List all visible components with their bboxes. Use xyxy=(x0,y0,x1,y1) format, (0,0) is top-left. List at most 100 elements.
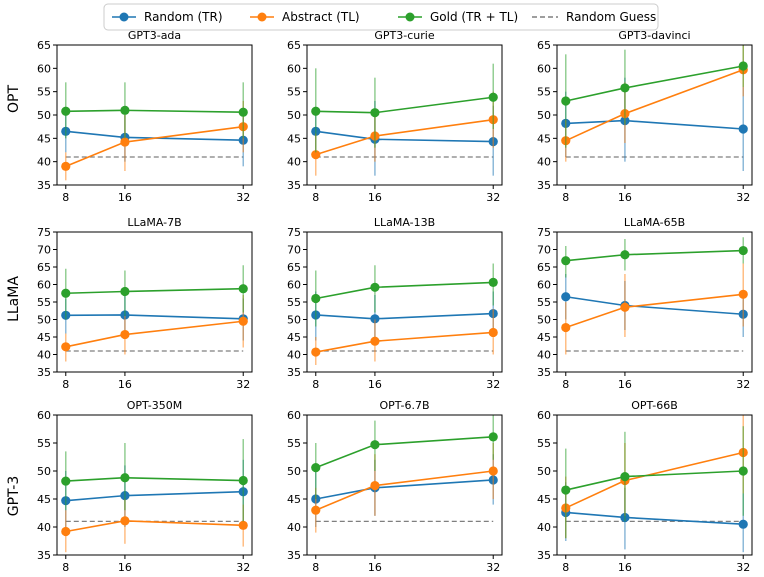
plot-frame xyxy=(556,44,753,186)
panel-title: LLaMA-65B xyxy=(624,216,685,229)
legend-label-random-guess: Random Guess xyxy=(566,10,656,24)
series-random-tr xyxy=(311,291,498,341)
data-point xyxy=(61,161,71,171)
y-tick-label: 70 xyxy=(287,244,301,257)
series-line xyxy=(315,312,494,320)
y-tick-label: 55 xyxy=(287,437,301,450)
series-random-tr xyxy=(61,295,248,341)
series-line xyxy=(65,490,244,502)
x-tick-label: 16 xyxy=(618,191,632,204)
data-point xyxy=(738,124,748,134)
y-tick-label: 40 xyxy=(37,521,51,534)
panel-opt-6-7b: OPT-6.7B 35 40 45 50 55 60 8 16 32 xyxy=(287,399,503,574)
x-tick-label: 16 xyxy=(368,561,382,574)
series-gold-tr-tl xyxy=(561,237,748,278)
y-tick-label: 75 xyxy=(287,226,301,239)
y-tick-label: 45 xyxy=(537,331,551,344)
legend-entry-abstract: Abstract (TL) xyxy=(250,10,360,24)
series-line xyxy=(65,314,244,320)
legend-entry-random-guess: Random Guess xyxy=(532,10,656,24)
series-abstract-tl xyxy=(61,295,248,362)
x-tick-label: 8 xyxy=(562,378,569,391)
series-abstract-tl xyxy=(61,101,248,181)
data-point xyxy=(561,96,571,106)
data-point xyxy=(488,466,498,476)
panels: GPT3-ada 35 40 45 50 55 60 65 8 16 32 GPT3-curie 35 4… xyxy=(37,29,753,574)
row-label-gpt3: GPT-3 xyxy=(6,476,22,517)
data-point xyxy=(238,520,248,530)
x-tick-label: 8 xyxy=(312,561,319,574)
data-point xyxy=(61,106,71,116)
series-abstract-tl xyxy=(561,45,748,162)
y-tick-label: 45 xyxy=(287,132,301,145)
y-tick-label: 45 xyxy=(37,493,51,506)
y-tick-label: 55 xyxy=(537,296,551,309)
y-tick-label: 55 xyxy=(537,437,551,450)
y-tick-label: 60 xyxy=(37,62,51,75)
series-abstract-tl xyxy=(311,443,498,533)
y-tick-label: 45 xyxy=(537,132,551,145)
data-point xyxy=(488,432,498,442)
series-line xyxy=(65,109,244,113)
y-tick-label: 50 xyxy=(537,314,551,327)
plot-frame xyxy=(306,414,503,556)
x-tick-label: 16 xyxy=(618,561,632,574)
series-random-tr xyxy=(61,459,248,527)
y-tick-label: 40 xyxy=(287,521,301,534)
y-tick-label: 60 xyxy=(287,409,301,422)
y-tick-label: 35 xyxy=(37,549,51,562)
y-tick-label: 55 xyxy=(37,86,51,99)
data-point xyxy=(370,282,380,292)
y-tick-label: 60 xyxy=(537,62,551,75)
y-tick-label: 75 xyxy=(537,226,551,239)
data-point xyxy=(311,347,321,357)
legend-label-abstract: Abstract (TL) xyxy=(282,10,360,24)
data-point xyxy=(120,473,130,483)
data-point xyxy=(738,466,748,476)
x-tick-label: 16 xyxy=(118,561,132,574)
series-line xyxy=(65,287,244,295)
series-random-tr xyxy=(561,482,748,553)
y-tick-label: 35 xyxy=(287,179,301,192)
panel-title: GPT3-curie xyxy=(374,29,434,42)
y-tick-label: 60 xyxy=(287,279,301,292)
y-tick-label: 50 xyxy=(287,314,301,327)
data-point xyxy=(311,106,321,116)
series-line xyxy=(565,451,744,509)
series-line xyxy=(315,130,494,143)
panel-title: GPT3-davinci xyxy=(618,29,690,42)
x-tick-label: 32 xyxy=(236,561,250,574)
y-tick-label: 65 xyxy=(287,261,301,274)
y-tick-label: 50 xyxy=(37,109,51,122)
y-tick-label: 50 xyxy=(287,465,301,478)
plot-frame xyxy=(306,44,503,186)
panel-title: LLaMA-13B xyxy=(374,216,435,229)
panel-llama-65b: LLaMA-65B 35 40 45 50 55 60 65 70 75 8 16 32 xyxy=(537,216,753,391)
series-line xyxy=(65,125,244,168)
data-point xyxy=(488,327,498,338)
legend-frame xyxy=(103,3,659,31)
x-tick-label: 16 xyxy=(118,191,132,204)
panel-llama-13b: LLaMA-13B 35 40 45 50 55 60 65 70 75 8 16 32 xyxy=(287,216,503,391)
data-point xyxy=(61,342,71,352)
data-point xyxy=(61,476,71,486)
series-line xyxy=(315,470,494,511)
series-abstract-tl xyxy=(561,263,748,355)
y-tick-label: 70 xyxy=(537,244,551,257)
series-line xyxy=(65,320,244,348)
series-line xyxy=(315,331,494,353)
series-gold-tr-tl xyxy=(61,265,248,320)
data-point xyxy=(370,108,380,118)
x-tick-label: 8 xyxy=(562,191,569,204)
y-tick-label: 55 xyxy=(37,437,51,450)
legend-label-gold: Gold (TR + TL) xyxy=(430,10,518,24)
y-tick-label: 45 xyxy=(37,132,51,145)
data-point xyxy=(61,288,71,298)
series-line xyxy=(565,65,744,102)
y-tick-label: 50 xyxy=(37,465,51,478)
x-tick-label: 8 xyxy=(62,378,69,391)
series-line xyxy=(565,511,744,525)
y-tick-label: 35 xyxy=(537,366,551,379)
data-point xyxy=(561,322,571,333)
data-point xyxy=(238,316,248,326)
